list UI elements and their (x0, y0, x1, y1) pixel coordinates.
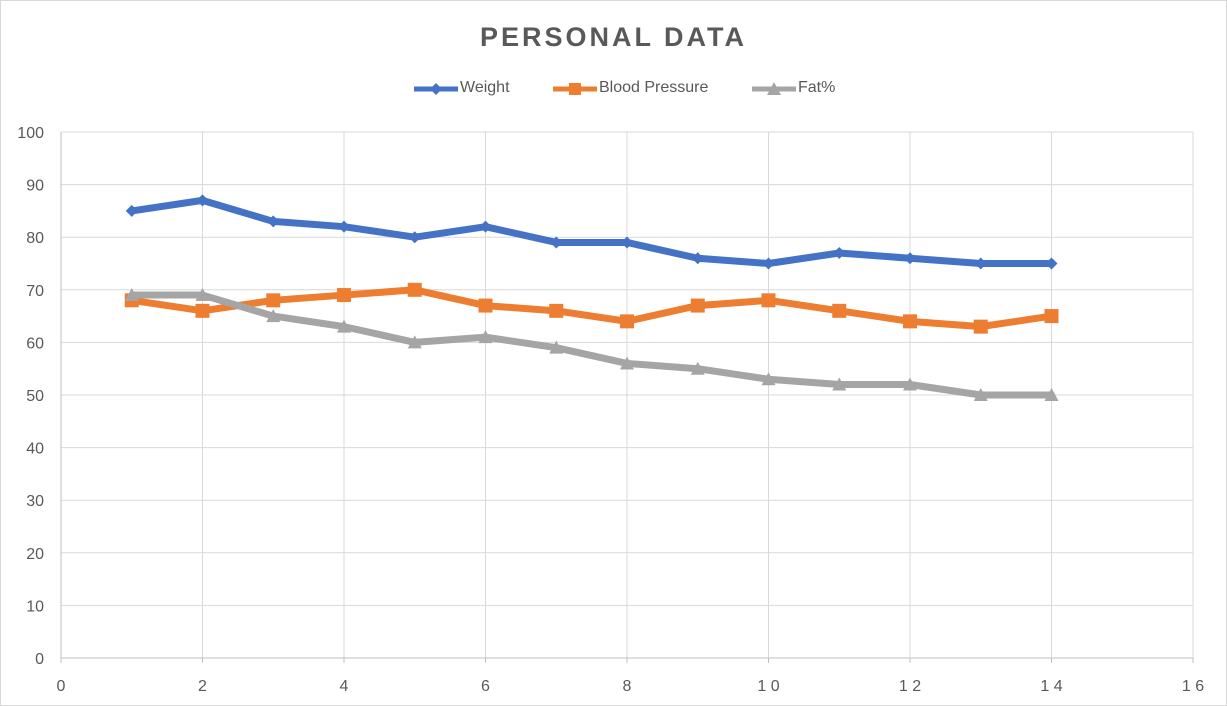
data-point-weight (125, 204, 138, 217)
data-point-weight (1045, 257, 1058, 270)
legend-swatch-blood-pressure (553, 83, 597, 95)
chart-legend: Weight Blood Pressure Fat% (0, 77, 1227, 101)
x-tick-label: 6 (481, 678, 490, 695)
data-point-fat (337, 319, 351, 333)
data-point-blood-pressure (266, 293, 281, 308)
y-tick-label: 100 (17, 125, 44, 142)
data-point-weight (691, 252, 704, 265)
data-point-fat (407, 335, 422, 349)
data-point-weight (479, 220, 492, 233)
data-point-blood-pressure (478, 298, 493, 313)
data-point-blood-pressure (973, 319, 988, 334)
x-tick-label: 2 (198, 678, 207, 695)
data-point-fat (195, 288, 210, 302)
x-tick-label: 1 0 (757, 678, 779, 695)
data-point-weight (904, 252, 916, 265)
legend-label-blood-pressure: Blood Pressure (599, 79, 709, 96)
data-point-fat (903, 377, 917, 391)
data-point-weight (550, 236, 563, 249)
data-point-weight (833, 246, 846, 259)
data-point-blood-pressure (690, 298, 705, 313)
data-point-weight (196, 194, 209, 207)
x-tick-label: 8 (623, 678, 632, 695)
y-tick-label: 90 (26, 178, 44, 195)
series-line-fat (128, 291, 1055, 399)
data-point-fat (124, 288, 139, 302)
series-line-weight (128, 196, 1055, 267)
data-point-fat (620, 356, 634, 370)
y-tick-label: 10 (26, 598, 44, 615)
x-tick-label: 1 2 (899, 678, 921, 695)
data-point-fat (266, 309, 281, 323)
data-point-blood-pressure (761, 293, 776, 308)
data-point-weight (621, 236, 633, 249)
data-point-weight (267, 215, 280, 228)
legend-swatch-weight (414, 83, 458, 95)
x-tick-label: 1 6 (1182, 678, 1204, 695)
y-tick-label: 60 (26, 335, 44, 352)
data-point-fat (832, 377, 847, 391)
x-tick-label: 1 4 (1040, 678, 1062, 695)
data-point-fat (478, 330, 493, 344)
legend-swatch-fat (752, 82, 796, 95)
series-line-blood-pressure (128, 286, 1055, 331)
data-point-fat (1044, 388, 1059, 401)
data-point-weight (762, 257, 775, 270)
data-point-blood-pressure (832, 303, 847, 318)
y-tick-label: 0 (35, 651, 44, 668)
data-point-blood-pressure (407, 282, 422, 297)
x-tick-label: 4 (340, 678, 349, 695)
data-point-fat (690, 361, 705, 375)
data-point-weight (338, 220, 350, 233)
data-point-blood-pressure (549, 303, 564, 318)
data-point-blood-pressure (620, 314, 634, 329)
data-point-weight (974, 257, 987, 270)
chart-title: PERSONAL DATA (479, 22, 747, 52)
y-tick-label: 80 (26, 230, 44, 247)
legend-label-weight: Weight (460, 79, 510, 96)
y-tick-label: 30 (26, 493, 44, 510)
y-tick-label: 50 (26, 388, 44, 405)
data-point-blood-pressure (337, 288, 351, 303)
data-point-weight (408, 231, 421, 244)
y-tick-label: 20 (26, 546, 44, 563)
y-tick-label: 70 (26, 283, 44, 300)
data-point-fat (973, 388, 988, 401)
data-point-fat (549, 340, 564, 354)
data-point-fat (761, 372, 776, 386)
legend-label-fat: Fat% (798, 79, 836, 96)
data-point-blood-pressure (1044, 309, 1059, 324)
data-point-blood-pressure (195, 303, 210, 318)
y-tick-label: 40 (26, 441, 44, 458)
x-tick-label: 0 (57, 678, 66, 695)
data-point-blood-pressure (903, 314, 917, 329)
